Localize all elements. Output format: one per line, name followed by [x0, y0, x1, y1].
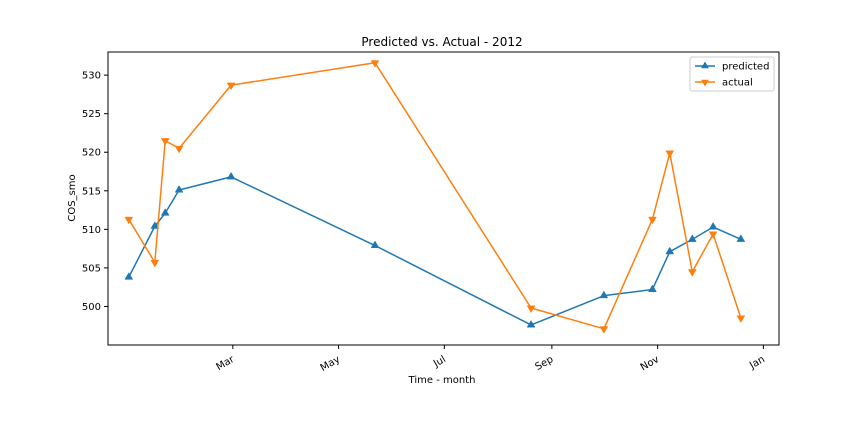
data-point-predicted	[736, 234, 746, 242]
data-point-predicted	[174, 185, 184, 193]
data-point-predicted	[124, 272, 134, 280]
legend-marker	[701, 61, 709, 69]
y-tick-label: 530	[82, 71, 101, 82]
data-point-predicted	[526, 319, 536, 328]
y-axis: 500 505 510 515 520 525 530	[82, 71, 108, 313]
data-point-actual	[226, 82, 236, 91]
data-point-actual	[160, 138, 170, 146]
y-tick-label: 505	[82, 263, 101, 274]
data-point-predicted	[665, 246, 675, 255]
legend-label: actual	[722, 78, 753, 89]
y-tick-label: 510	[82, 225, 101, 236]
data-point-predicted	[687, 234, 697, 242]
data-point-predicted	[226, 171, 236, 180]
y-tick-label: 515	[82, 186, 101, 197]
data-point-actual	[687, 269, 697, 277]
data-point-predicted	[648, 284, 657, 292]
data-point-actual	[736, 315, 746, 324]
data-point-actual	[648, 216, 657, 225]
data-point-actual	[708, 231, 718, 239]
series-layer	[124, 60, 746, 334]
legend-marker	[701, 79, 709, 87]
y-tick-label: 500	[82, 302, 101, 313]
y-tick-label: 520	[82, 148, 101, 159]
x-axis-label: Time - month	[408, 375, 476, 386]
legend-label: predicted	[722, 62, 769, 73]
data-point-actual	[124, 216, 134, 225]
data-point-actual	[665, 150, 675, 159]
data-point-actual	[526, 305, 536, 313]
y-tick-label: 525	[82, 109, 101, 120]
y-axis-label: COS_smo	[67, 174, 78, 221]
data-point-predicted	[370, 240, 380, 249]
plot-frame	[107, 51, 780, 346]
data-point-actual	[370, 60, 380, 68]
chart-title: Predicted vs. Actual - 2012	[361, 35, 522, 49]
data-point-predicted	[599, 290, 609, 299]
series-actual	[124, 60, 746, 334]
data-point-actual	[174, 145, 184, 154]
data-point-predicted	[708, 222, 718, 230]
data-point-actual	[150, 259, 160, 268]
data-point-actual	[599, 326, 609, 334]
legend: predicted actual	[689, 56, 775, 92]
data-point-predicted	[150, 221, 160, 229]
series-predicted	[124, 171, 746, 328]
data-point-predicted	[160, 208, 170, 216]
